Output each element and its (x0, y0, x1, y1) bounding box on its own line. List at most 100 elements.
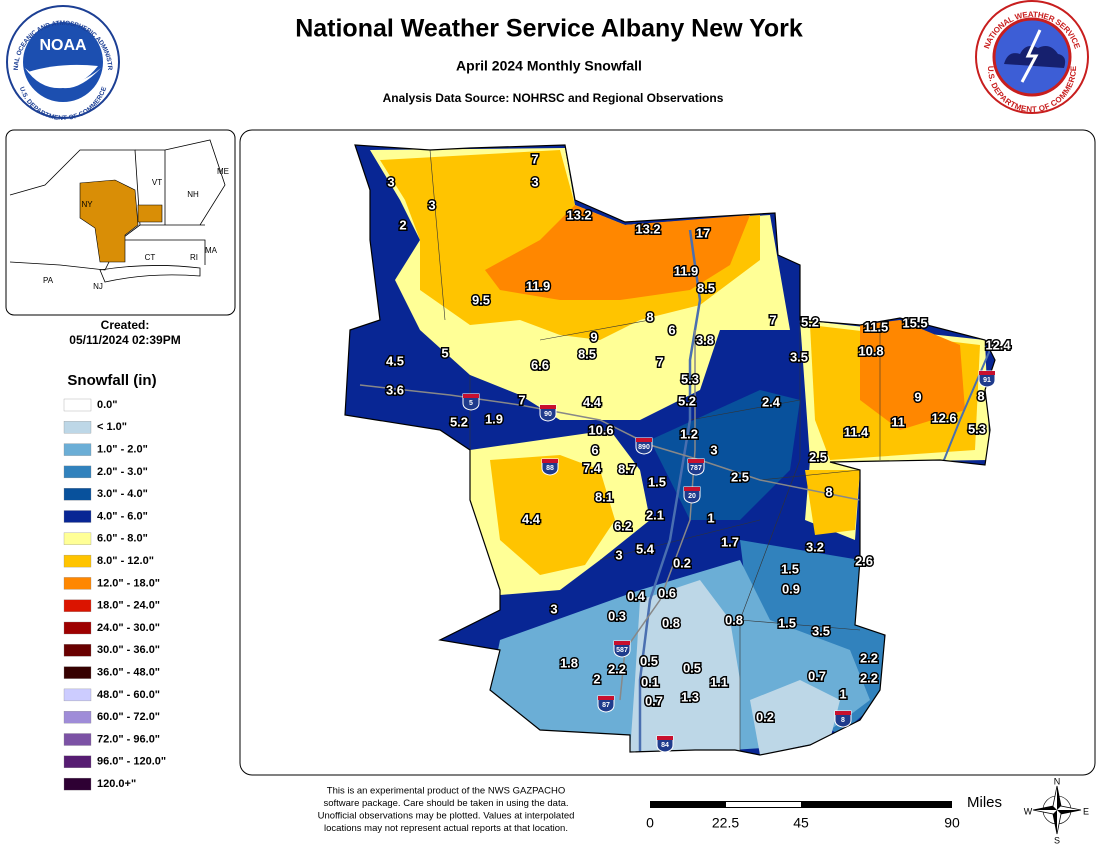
shield-top (614, 641, 630, 645)
legend-label: 36.0" - 48.0" (97, 667, 160, 679)
snowfall-value: 2.5 (809, 449, 827, 464)
snowfall-value: 0.2 (756, 709, 774, 724)
shield-label: 88 (546, 465, 554, 472)
shield-top (684, 487, 700, 491)
snowfall-value: 0.2 (673, 555, 691, 570)
legend-swatch (63, 421, 92, 434)
shield-top (688, 459, 704, 463)
state-label: PA (43, 276, 54, 285)
legend-label: 18.0" - 24.0" (97, 600, 160, 612)
snowfall-value: 1 (707, 510, 714, 525)
snowfall-value: 15.5 (902, 315, 927, 330)
legend-swatch (63, 711, 92, 724)
snowfall-value: 8.5 (697, 280, 715, 295)
snowfall-value: 3 (615, 547, 622, 562)
state-label: VT (152, 178, 162, 187)
snowfall-value: 0.5 (683, 660, 701, 675)
snowfall-value: 3 (710, 442, 717, 457)
snowfall-value: 0.1 (641, 674, 659, 689)
state-label: NY (81, 200, 93, 209)
snowfall-zone (485, 205, 750, 300)
snowfall-value: 2 (593, 671, 600, 686)
created-label: Created: (101, 318, 150, 332)
legend-swatch (63, 532, 92, 545)
shield-label: 91 (983, 377, 991, 384)
footer: This is an experimental product of the N… (318, 786, 575, 835)
disclaimer-line: Unofficial observations may be plotted. … (318, 811, 575, 822)
shield-top (463, 394, 479, 398)
legend-label: 60.0" - 72.0" (97, 711, 160, 723)
created-date: 05/11/2024 02:39PM (69, 333, 180, 347)
snowfall-value: 5.2 (678, 393, 696, 408)
compass (1032, 785, 1082, 835)
snowfall-value: 1.8 (560, 655, 578, 670)
disclaimer-line: software package. Care should be taken i… (323, 798, 568, 809)
snowfall-value: 0.7 (645, 693, 663, 708)
source: Analysis Data Source: NOHRSC and Regiona… (383, 91, 724, 105)
legend-title: Snowfall (in) (67, 372, 156, 389)
snowfall-value: 12.4 (985, 337, 1011, 352)
scale-tick-label: 22.5 (712, 815, 739, 831)
shield-top (540, 405, 556, 409)
legend-label: 72.0" - 96.0" (97, 733, 160, 745)
snowfall-value: 8 (646, 309, 653, 324)
snowfall-zone (630, 580, 740, 752)
legend-label: 48.0" - 60.0" (97, 689, 160, 701)
legend-label: 1.0" - 2.0" (97, 444, 148, 456)
legend-label: 30.0" - 36.0" (97, 644, 160, 656)
legend-swatch (63, 666, 92, 679)
legend-swatch (63, 398, 92, 412)
title: National Weather Service Albany New York (295, 15, 803, 43)
shield-label: 5 (469, 400, 473, 407)
snowfall-zone (750, 680, 840, 755)
shield-label: 90 (544, 411, 552, 418)
snowfall-value: 3 (550, 601, 557, 616)
compass-w: W (1024, 806, 1033, 816)
snowfall-value: 1.3 (681, 689, 699, 704)
legend-swatch (63, 577, 92, 590)
legend-swatch (63, 621, 92, 635)
noaa-name: NOAA (39, 37, 87, 54)
state-label: ME (217, 167, 229, 176)
snowfall-value: 2.6 (855, 553, 873, 568)
snowfall-value: 11.9 (674, 263, 699, 278)
state-label: MA (205, 246, 218, 255)
legend-label: 3.0" - 4.0" (97, 488, 148, 500)
subtitle: April 2024 Monthly Snowfall (456, 58, 642, 74)
snowfall-value: 0.5 (640, 653, 658, 668)
highway (359, 384, 861, 501)
shield-top (835, 711, 851, 715)
shield-label: 890 (638, 444, 650, 451)
scale-unit: Miles (967, 794, 1002, 811)
legend-swatch (63, 733, 92, 746)
inset-map (5, 129, 236, 316)
snowfall-value: 1.5 (648, 474, 666, 489)
snowfall-value: 1 (839, 686, 846, 701)
snowfall-value: 7 (769, 312, 776, 327)
legend-swatch (63, 599, 92, 612)
snowfall-value: 7 (656, 354, 663, 369)
disclaimer-line: locations may not represent actual repor… (324, 823, 568, 834)
snowfall-value: 0.7 (808, 668, 826, 683)
snowfall-value: 11 (891, 414, 905, 429)
state-label: NJ (93, 282, 103, 291)
legend-swatch (63, 443, 92, 456)
snowfall-value: 6 (668, 322, 675, 337)
shield-top (657, 736, 673, 740)
snowfall-value: 2.2 (860, 670, 878, 685)
legend-swatch (63, 510, 92, 523)
legend-swatch (63, 755, 92, 768)
snowfall-value: 3 (531, 174, 538, 189)
legend-swatch (63, 488, 92, 501)
highway (619, 330, 696, 701)
snowfall-value: 1.1 (710, 674, 728, 689)
snowfall-value: 8 (977, 388, 984, 403)
legend-label: < 1.0" (97, 421, 127, 433)
snowfall-value: 17 (696, 225, 710, 240)
compass-s: S (1054, 835, 1060, 845)
legend-label: 0.0" (97, 399, 118, 411)
snowfall-value: 8.7 (618, 461, 636, 476)
snowfall-value: 3.8 (696, 332, 714, 347)
snowfall-value: 2.2 (608, 661, 626, 676)
